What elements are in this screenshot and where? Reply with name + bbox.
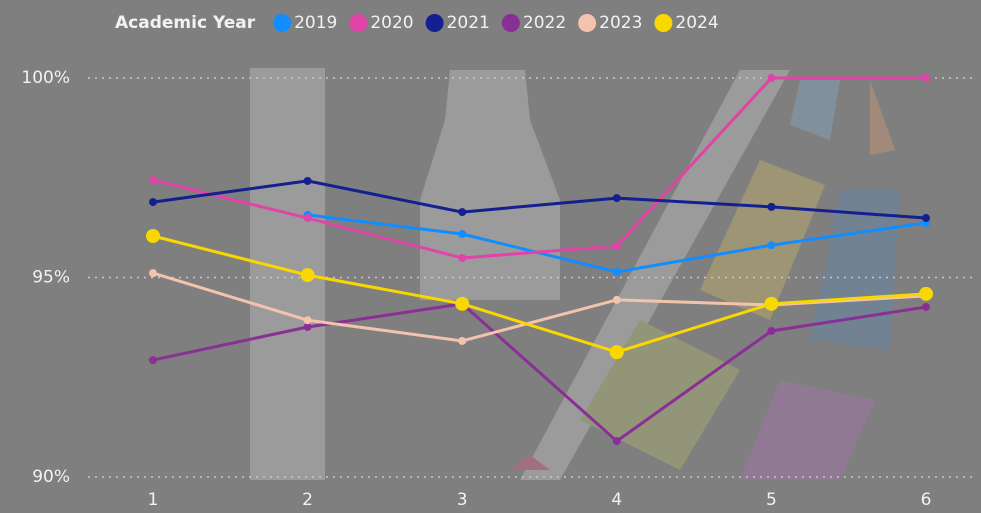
y-tick-label: 100% (21, 68, 70, 88)
legend-label: 2022 (523, 13, 566, 33)
data-point (922, 74, 930, 82)
x-tick-label: 5 (766, 490, 777, 510)
x-tick-label: 6 (921, 490, 932, 510)
data-point (764, 296, 779, 311)
data-point (300, 268, 315, 283)
data-point (612, 437, 621, 446)
data-point (767, 74, 776, 82)
legend-label: 2020 (370, 13, 413, 33)
data-point (767, 241, 776, 250)
legend-marker (578, 14, 597, 32)
legend-label: 2024 (675, 13, 718, 33)
x-tick-label: 3 (457, 490, 468, 510)
data-point (609, 345, 624, 360)
data-point (303, 214, 312, 223)
data-point (767, 202, 776, 211)
data-point (458, 336, 467, 345)
legend-marker (425, 14, 444, 32)
data-point (303, 316, 312, 325)
legend-label: 2021 (447, 13, 490, 33)
data-point (612, 241, 621, 250)
data-point (458, 253, 467, 262)
legend-marker (273, 14, 292, 32)
data-point (612, 194, 621, 203)
data-point (458, 230, 467, 239)
series-line (152, 76, 926, 260)
legend-marker (501, 14, 520, 32)
data-point (922, 303, 930, 312)
y-tick-label: 90% (32, 467, 70, 487)
legend-title: Academic Year (115, 13, 256, 33)
data-point (303, 322, 312, 331)
data-point (612, 267, 621, 276)
legend-marker (349, 14, 368, 32)
data-point (922, 214, 930, 223)
y-tick-label: 95% (32, 268, 70, 288)
x-tick-label: 1 (148, 490, 159, 510)
x-tick-label: 4 (611, 490, 622, 510)
series-line (152, 302, 927, 444)
data-point (149, 176, 157, 185)
legend-label: 2023 (599, 13, 642, 33)
data-point (146, 229, 160, 244)
legend-label: 2019 (294, 13, 337, 33)
data-point (149, 198, 157, 207)
data-point (149, 356, 157, 365)
data-point (458, 208, 467, 217)
data-point (455, 296, 470, 311)
data-point (612, 295, 621, 304)
legend-marker (654, 14, 673, 32)
data-point (767, 326, 776, 335)
x-tick-label: 2 (302, 490, 313, 510)
data-point (919, 286, 933, 301)
series-line (152, 179, 927, 220)
series-line (152, 234, 927, 354)
data-point (303, 176, 312, 185)
data-point (149, 269, 157, 278)
